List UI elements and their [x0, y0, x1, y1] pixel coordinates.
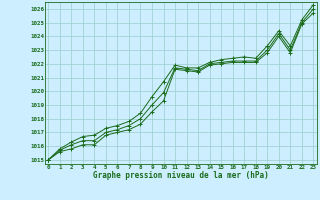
- X-axis label: Graphe pression niveau de la mer (hPa): Graphe pression niveau de la mer (hPa): [93, 171, 269, 180]
